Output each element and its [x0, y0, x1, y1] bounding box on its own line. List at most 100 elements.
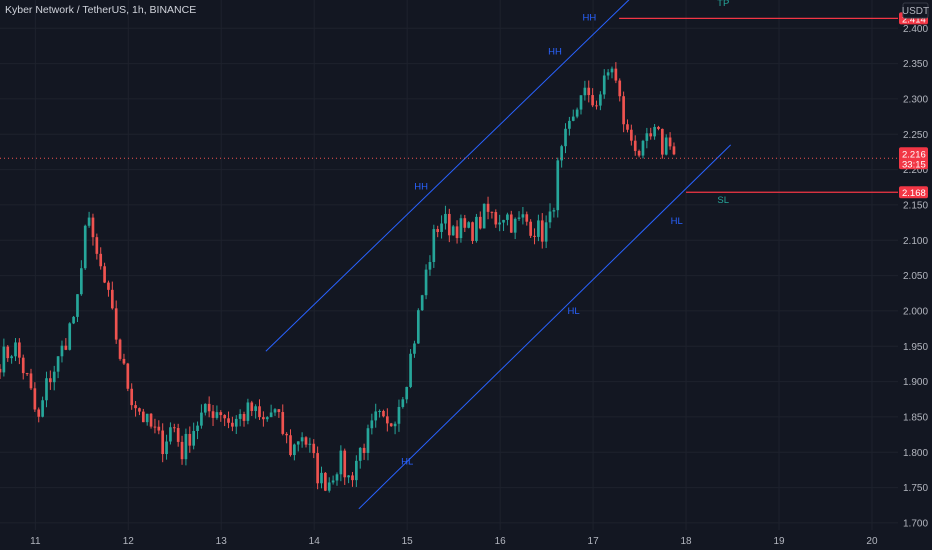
candle-down — [490, 211, 494, 213]
candle-down — [134, 405, 137, 409]
y-tick-label: 1.750 — [903, 483, 928, 494]
x-tick-label: 17 — [588, 536, 600, 547]
annotation-hl: HL — [671, 216, 683, 227]
candle-down — [0, 368, 2, 373]
candle-up — [413, 343, 416, 354]
channel-line-lower[interactable] — [358, 144, 732, 510]
candle-down — [176, 428, 180, 442]
candle-down — [595, 105, 598, 107]
candle-down — [211, 411, 215, 418]
candle-up — [537, 220, 540, 237]
candle-up — [641, 140, 645, 156]
candle-up — [14, 342, 17, 357]
candle-down — [478, 216, 482, 229]
candle-down — [614, 68, 618, 81]
candle-down — [103, 266, 106, 283]
candle-up — [2, 346, 6, 373]
candle-down — [258, 406, 261, 418]
candle-down — [231, 422, 234, 427]
candle-down — [6, 346, 10, 359]
candle-down — [141, 411, 145, 423]
candle-up — [296, 441, 300, 445]
candle-up — [451, 226, 455, 236]
candle-down — [672, 146, 676, 155]
candle-down — [529, 221, 532, 236]
y-tick-label: 2.150 — [903, 200, 928, 211]
candle-down — [351, 475, 354, 481]
candle-down — [99, 253, 103, 267]
candle-down — [180, 441, 184, 460]
y-tick-label: 2.000 — [903, 306, 928, 317]
candle-down — [509, 214, 513, 233]
take-profit-tag-text: 2.414 — [902, 14, 926, 25]
candle-down — [157, 426, 161, 431]
candle-up — [293, 444, 296, 456]
candle-up — [548, 211, 552, 223]
candle-down — [130, 388, 134, 406]
y-tick-label: 1.900 — [903, 377, 928, 388]
y-tick-label: 2.200 — [903, 165, 928, 176]
current-price-tag[interactable] — [899, 147, 928, 170]
candle-up — [513, 218, 517, 233]
candle-up — [502, 219, 505, 223]
candle-down — [110, 289, 114, 309]
candle-down — [188, 433, 192, 446]
stop-loss-tag[interactable] — [899, 186, 928, 199]
candle-up — [653, 126, 656, 137]
candle-down — [343, 450, 347, 478]
candle-up — [645, 133, 649, 141]
candle-up — [599, 94, 602, 106]
candle-up — [393, 423, 397, 427]
candle-up — [234, 418, 238, 427]
candle-up — [517, 217, 521, 219]
candle-down — [285, 433, 288, 436]
candle-down — [18, 342, 21, 358]
y-tick-label: 2.300 — [903, 94, 928, 105]
candle-up — [610, 68, 614, 73]
candle-down — [486, 203, 490, 212]
currency-badge[interactable] — [902, 2, 929, 19]
candle-up — [583, 87, 587, 96]
grid — [0, 0, 898, 530]
candle-down — [219, 412, 223, 416]
candles — [0, 62, 676, 493]
candle-up — [506, 214, 509, 220]
candle-up — [664, 137, 668, 155]
candle-down — [385, 416, 389, 424]
candle-down — [382, 410, 385, 417]
candle-down — [633, 140, 637, 151]
candle-down — [172, 427, 176, 429]
candle-down — [618, 80, 622, 97]
candle-up — [68, 323, 72, 350]
current-price-tag-text: 33:15 — [902, 159, 926, 170]
candle-up — [444, 213, 447, 224]
candle-up — [300, 437, 304, 442]
drawings: HH HH HH HL HL HL TP SL — [0, 0, 898, 510]
candle-up — [87, 217, 91, 226]
x-tick-label: 13 — [216, 536, 228, 547]
candle-down — [447, 213, 451, 236]
candle-down — [525, 214, 529, 222]
candle-up — [80, 268, 83, 295]
candle-up — [192, 431, 196, 446]
candle-up — [203, 403, 207, 413]
candle-down — [289, 435, 292, 456]
candle-up — [405, 386, 409, 400]
candle-up — [397, 406, 401, 424]
channel-line-upper[interactable] — [265, 0, 637, 352]
candle-down — [138, 408, 141, 412]
candle-down — [668, 137, 672, 147]
y-tick-label: 2.050 — [903, 271, 928, 282]
candle-up — [254, 406, 257, 411]
candle-down — [49, 378, 52, 383]
candle-up — [606, 72, 610, 76]
candle-down — [29, 373, 33, 389]
candle-down — [223, 415, 226, 419]
x-tick-label: 11 — [30, 536, 41, 547]
y-tick-label: 2.100 — [903, 236, 928, 247]
candle-down — [312, 443, 316, 454]
chart-title: Kyber Network / TetherUS, 1h, BINANCE — [5, 4, 196, 16]
